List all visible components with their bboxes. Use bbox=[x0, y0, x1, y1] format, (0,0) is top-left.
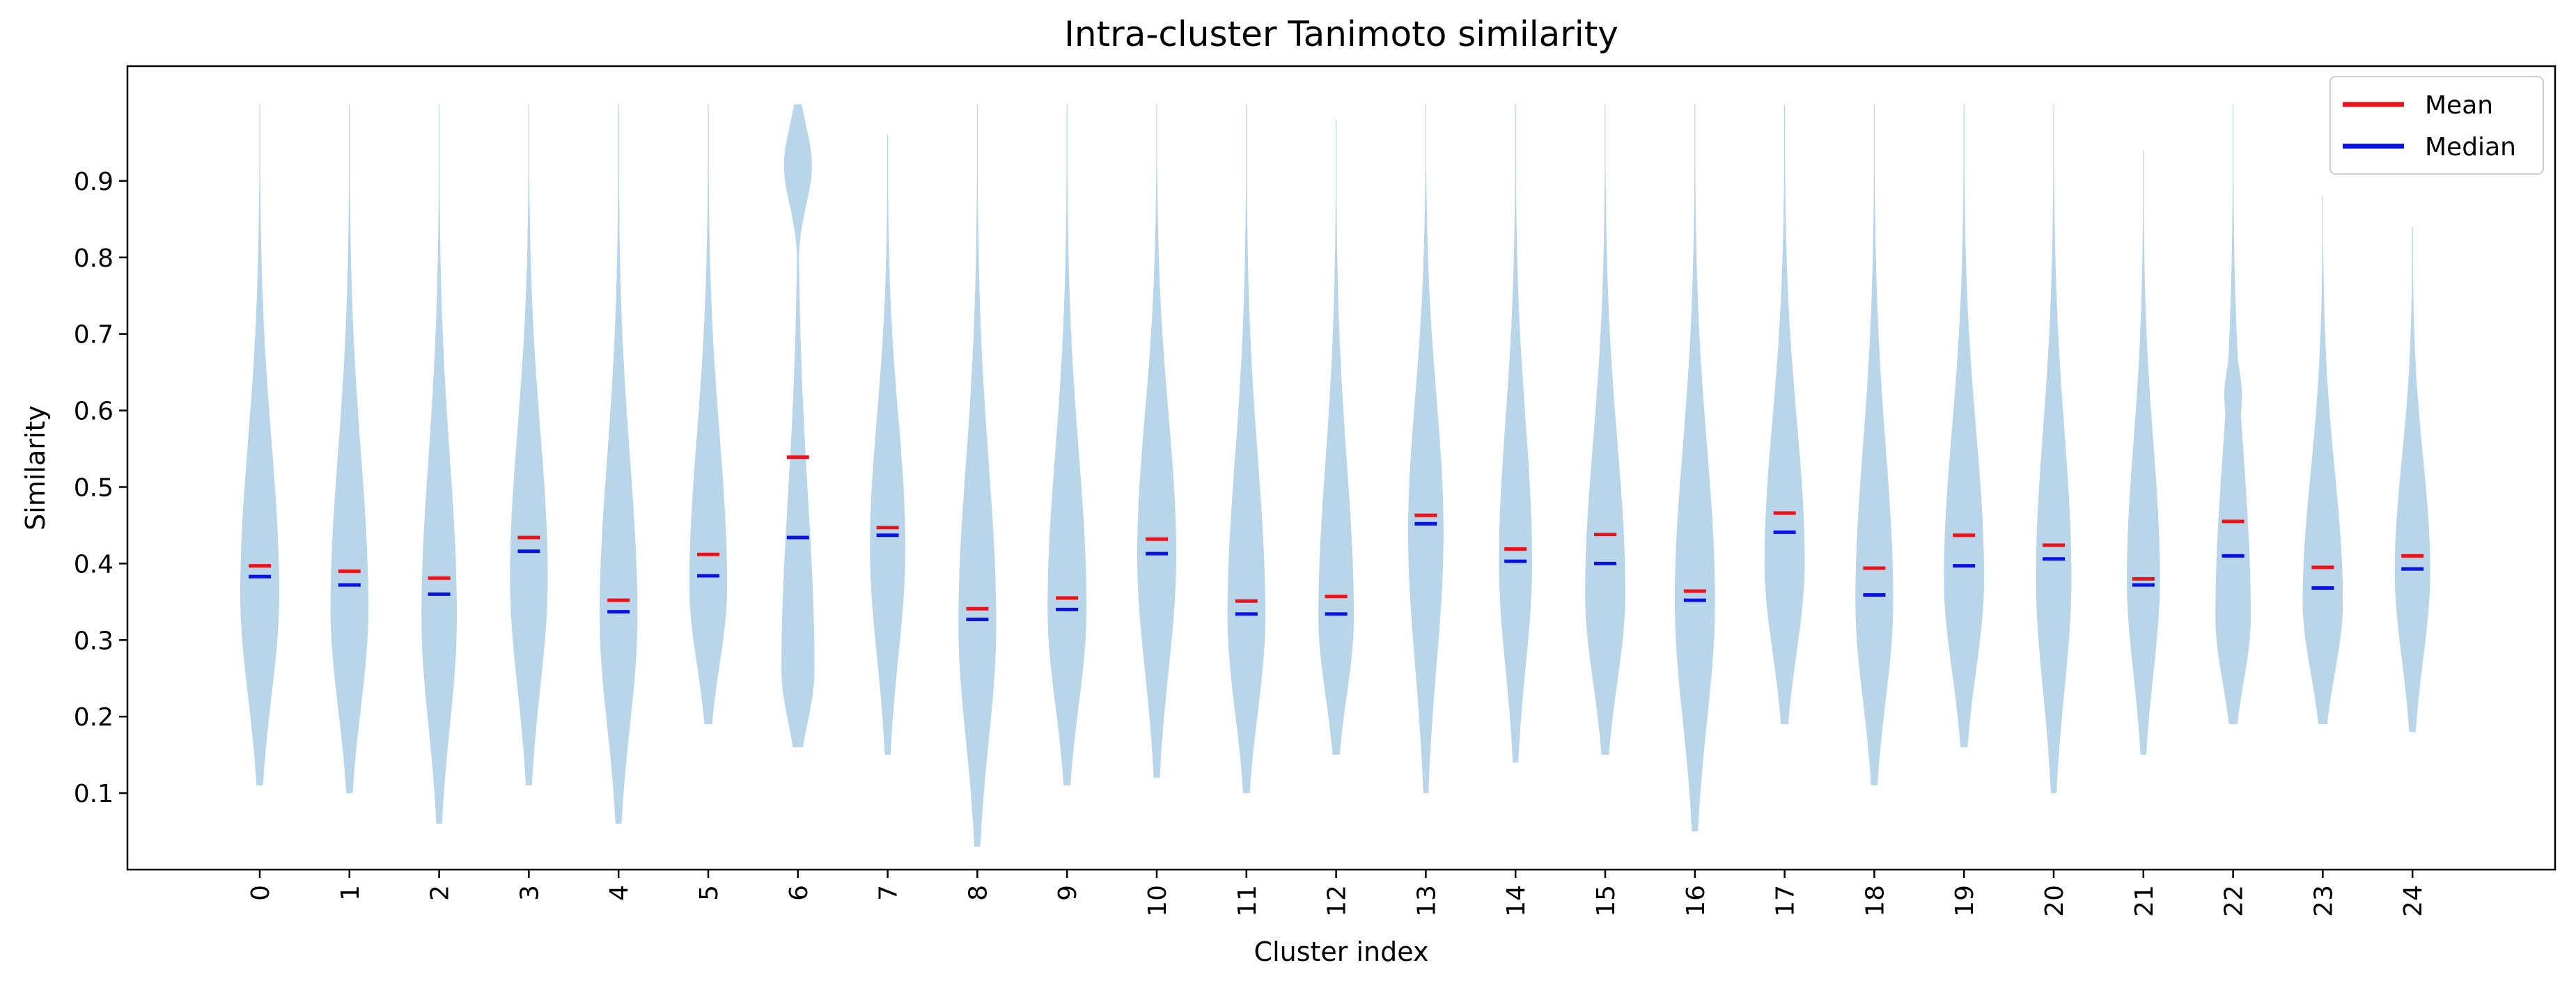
y-tick-label-0.2: 0.2 bbox=[74, 703, 114, 732]
x-tick-label-18: 18 bbox=[1861, 885, 1889, 917]
y-tick-label-0.7: 0.7 bbox=[74, 321, 114, 350]
y-axis-label: Similarity bbox=[20, 405, 51, 531]
x-tick-label-21: 21 bbox=[2130, 885, 2159, 917]
x-tick-label-23: 23 bbox=[2309, 885, 2338, 917]
y-tick-label-0.3: 0.3 bbox=[74, 627, 114, 655]
x-tick-label-9: 9 bbox=[1054, 885, 1082, 901]
x-tick-label-8: 8 bbox=[964, 885, 992, 901]
violin-6 bbox=[781, 104, 815, 748]
legend-label-median: Median bbox=[2425, 133, 2516, 162]
plot-frame bbox=[126, 65, 2557, 871]
violin-7 bbox=[870, 134, 906, 755]
x-tick-label-16: 16 bbox=[1682, 885, 1710, 917]
y-tick-label-0.1: 0.1 bbox=[74, 780, 114, 808]
chart-title: Intra-cluster Tanimoto similarity bbox=[1064, 14, 1618, 54]
violin-5 bbox=[689, 104, 728, 725]
violin-21 bbox=[2127, 150, 2160, 755]
violin-20 bbox=[2036, 104, 2072, 794]
x-tick-label-19: 19 bbox=[1951, 885, 1979, 917]
y-tick-label-0.8: 0.8 bbox=[74, 244, 114, 273]
violin-12 bbox=[1318, 119, 1355, 755]
x-tick-label-0: 0 bbox=[247, 885, 275, 901]
violin-1 bbox=[330, 104, 368, 794]
violin-9 bbox=[1047, 104, 1087, 786]
violin-23 bbox=[2302, 196, 2343, 725]
x-tick-label-17: 17 bbox=[1772, 885, 1800, 917]
violin-4 bbox=[600, 104, 638, 824]
violin-14 bbox=[1499, 104, 1532, 763]
violin-15 bbox=[1585, 104, 1625, 755]
x-tick-label-7: 7 bbox=[875, 885, 903, 901]
violin-0 bbox=[240, 104, 279, 786]
legend-label-mean: Mean bbox=[2425, 91, 2493, 120]
violin-22 bbox=[2215, 104, 2251, 725]
x-tick-label-11: 11 bbox=[1233, 885, 1262, 917]
violin-13 bbox=[1408, 104, 1444, 794]
y-tick-label-0.9: 0.9 bbox=[74, 168, 114, 196]
stat-marks bbox=[249, 455, 2424, 622]
y-tick-label-0.5: 0.5 bbox=[74, 473, 114, 502]
x-tick-label-12: 12 bbox=[1323, 885, 1352, 917]
violin-18 bbox=[1855, 104, 1894, 786]
violin-11 bbox=[1227, 104, 1265, 794]
violins bbox=[240, 104, 2430, 847]
x-tick-label-5: 5 bbox=[695, 885, 724, 901]
x-tick-label-2: 2 bbox=[426, 885, 455, 901]
legend-box bbox=[2329, 76, 2544, 175]
x-tick-label-1: 1 bbox=[336, 885, 365, 901]
x-tick-label-3: 3 bbox=[515, 885, 544, 901]
x-tick-label-20: 20 bbox=[2040, 885, 2069, 917]
x-axis: 0 1 2 3 4 5 6 7 8 9 10 11 12 13 14 15 16 17 18 19 20 21 22 23 24 bbox=[247, 870, 2428, 917]
violin-10 bbox=[1137, 104, 1176, 778]
violin-17 bbox=[1764, 104, 1805, 725]
x-tick-label-15: 15 bbox=[1592, 885, 1621, 917]
x-axis-label: Cluster index bbox=[1254, 936, 1429, 967]
legend: Mean Median bbox=[2329, 76, 2544, 175]
y-tick-label-0.4: 0.4 bbox=[74, 550, 114, 579]
x-tick-label-14: 14 bbox=[1502, 885, 1531, 917]
violin-16 bbox=[1675, 104, 1715, 831]
violin-19 bbox=[1944, 104, 1984, 748]
violin-2 bbox=[421, 104, 457, 824]
x-tick-label-10: 10 bbox=[1143, 885, 1172, 917]
x-tick-label-22: 22 bbox=[2220, 885, 2249, 917]
violin-3 bbox=[510, 104, 548, 786]
violin-24 bbox=[2394, 226, 2430, 732]
violin-8 bbox=[958, 104, 997, 847]
x-tick-label-4: 4 bbox=[605, 885, 634, 901]
y-tick-label-0.6: 0.6 bbox=[74, 398, 114, 426]
x-tick-label-6: 6 bbox=[785, 885, 813, 901]
x-tick-label-24: 24 bbox=[2399, 885, 2428, 917]
y-axis: 0.1 0.2 0.3 0.4 0.5 0.6 0.7 0.8 0.9 bbox=[74, 168, 127, 808]
x-tick-label-13: 13 bbox=[1412, 885, 1441, 917]
